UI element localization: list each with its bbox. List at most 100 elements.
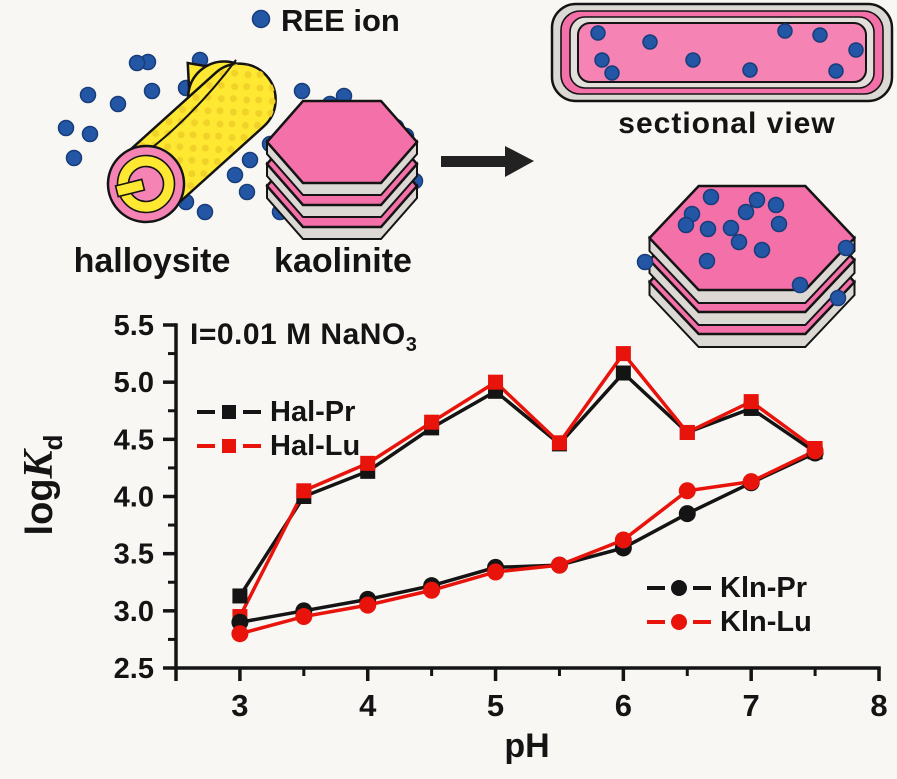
sectional-view-capsule xyxy=(550,2,894,103)
marker-Hal-Lu xyxy=(360,455,376,471)
marker-Kln-Lu xyxy=(487,563,505,581)
adsorbed-ree-dot xyxy=(753,241,771,259)
y-axis-title: logKd xyxy=(16,435,68,536)
series-line-Hal-Lu xyxy=(238,350,817,618)
ionic-strength-annotation: I=0.01 M NaNO3 xyxy=(190,318,417,357)
kaolinite-label: kaolinite xyxy=(274,242,412,280)
legend-line xyxy=(693,620,711,624)
ree-ion-dot xyxy=(241,151,259,169)
adsorbed-ree-dot xyxy=(770,215,788,233)
kaolinite-stack xyxy=(265,99,419,240)
y-tick-label: 5.0 xyxy=(114,367,154,399)
circle-marker-icon xyxy=(671,580,687,596)
ree-ion-dot xyxy=(143,82,161,100)
legend-symbol-circle-red xyxy=(647,614,711,630)
adsorbed-ree-dot xyxy=(737,203,755,221)
marker-Hal-Lu xyxy=(424,414,440,430)
ree-ion-dot xyxy=(81,125,99,143)
legend-symbol-square-black xyxy=(197,405,261,419)
y-tick-label: 5.5 xyxy=(114,310,154,342)
arrow-icon xyxy=(441,146,534,177)
marker-Kln-Lu xyxy=(678,482,696,500)
legend-label: Hal-Lu xyxy=(270,430,361,462)
legend-line xyxy=(647,586,665,590)
adsorbed-ree-dot xyxy=(699,220,717,238)
legend-entry-hal-pr: Hal-Pr xyxy=(197,397,360,427)
adsorbed-ree-dot xyxy=(837,239,855,257)
ree-ion-dot xyxy=(196,203,214,221)
ree-ion-dot xyxy=(109,95,127,113)
ree-ion-dot xyxy=(590,25,606,41)
ree-ion-dot xyxy=(65,149,83,167)
annotation-subscript: 3 xyxy=(405,334,418,356)
chart-series xyxy=(231,346,824,643)
y-tick-label: 4.0 xyxy=(114,482,154,514)
y-tick-label: 3.0 xyxy=(114,596,154,628)
legend-line xyxy=(243,410,261,414)
ree-ion-dot xyxy=(685,52,701,68)
marker-Hal-Lu xyxy=(743,394,759,410)
marker-Hal-Pr xyxy=(615,365,631,381)
ree-ion-dot xyxy=(79,86,97,104)
legend-entry-kln-pr: Kln-Pr xyxy=(647,573,812,603)
capsule-ree-dots xyxy=(590,23,864,81)
series-line-Kln-Pr xyxy=(239,451,816,624)
legend-line xyxy=(647,620,665,624)
ree-ion-icon xyxy=(251,9,271,29)
chart-axes: 2.5 3.0 3.5 4.0 4.5 5.0 5.5 3 4 5 6 7 8 xyxy=(114,310,888,723)
circle-marker-icon xyxy=(671,614,687,630)
ree-ion-dot xyxy=(777,23,793,39)
adsorbed-ree-dot xyxy=(677,216,695,234)
halloysite-label: halloysite xyxy=(74,242,231,280)
legend-symbol-square-red xyxy=(197,439,261,453)
legend-halloysite: Hal-Pr Hal-Lu xyxy=(197,397,360,461)
x-tick-label: 6 xyxy=(615,688,632,723)
ree-ion-dot xyxy=(742,62,758,78)
marker-Hal-Lu xyxy=(488,374,504,390)
legend-label: Hal-Pr xyxy=(270,396,356,428)
legend-line xyxy=(243,444,261,448)
adsorbed-ree-dot xyxy=(702,188,720,206)
annotation-text: I=0.01 M NaNO xyxy=(190,318,406,351)
marker-Hal-Lu xyxy=(679,424,695,440)
marker-Kln-Lu xyxy=(614,531,632,549)
ree-ion-dot xyxy=(238,183,256,201)
spiral-line-outer xyxy=(116,154,176,214)
marker-Kln-Pr xyxy=(678,505,696,523)
legend-kaolinite: Kln-Pr Kln-Lu xyxy=(647,573,812,637)
spiral-yellow-roll xyxy=(117,155,175,213)
series-line-Kln-Lu xyxy=(239,449,816,636)
ree-ion-dot xyxy=(812,27,828,43)
marker-Kln-Lu xyxy=(423,581,441,599)
ree-ion-dot xyxy=(594,52,610,68)
y-tick-label: 3.5 xyxy=(114,539,154,571)
legend-line xyxy=(197,444,215,448)
illustration: REE ion halloysite kaolinite xyxy=(57,2,894,348)
ree-ion-label: REE ion xyxy=(281,3,400,38)
adsorbed-ree-dot xyxy=(748,191,766,209)
square-marker-icon xyxy=(222,439,236,453)
ree-ion-dot xyxy=(828,63,844,79)
legend-line xyxy=(197,410,215,414)
legend-label: Kln-Pr xyxy=(720,572,807,604)
adsorbed-ree-dot xyxy=(698,252,716,270)
x-tick-label: 4 xyxy=(359,688,377,723)
legend-entry-kln-lu: Kln-Lu xyxy=(647,607,812,637)
halloysite-tube xyxy=(106,59,277,224)
ree-ion-dot xyxy=(848,42,864,58)
legend-symbol-circle-black xyxy=(647,580,711,596)
adsorbed-ree-dots xyxy=(636,188,855,307)
x-tick-label: 3 xyxy=(231,688,248,723)
square-marker-icon xyxy=(222,405,236,419)
marker-Kln-Lu xyxy=(806,442,824,460)
marker-Hal-Lu xyxy=(296,483,312,499)
x-tick-label: 7 xyxy=(743,688,760,723)
y-tick-label: 4.5 xyxy=(114,424,154,456)
tube-spiral-end xyxy=(106,144,186,224)
marker-Hal-Lu xyxy=(615,346,631,362)
marker-Kln-Lu xyxy=(742,473,760,491)
chart: 2.5 3.0 3.5 4.0 4.5 5.0 5.5 3 4 5 6 7 8 pH logKd xyxy=(16,310,888,765)
x-tick-label: 8 xyxy=(870,688,887,723)
plate-top xyxy=(265,99,419,185)
